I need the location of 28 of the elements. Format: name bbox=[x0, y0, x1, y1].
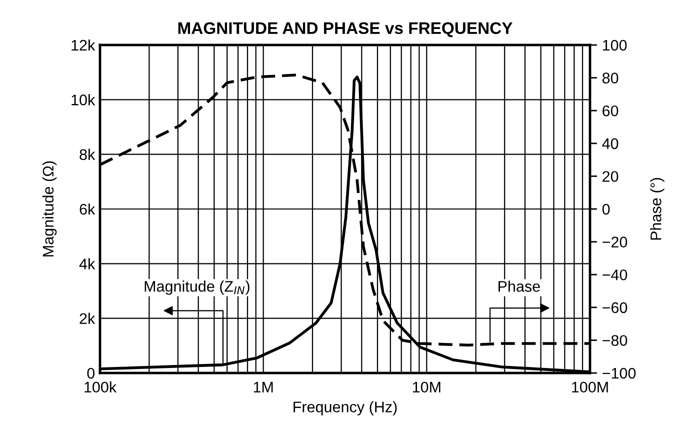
x-tick-label: 1M bbox=[254, 382, 273, 392]
y2-axis-title: Phase (°) bbox=[650, 178, 664, 240]
y-tick-label: 6k bbox=[80, 203, 96, 215]
annotation: Phase bbox=[498, 280, 540, 292]
y2-tick-label: −60 bbox=[602, 302, 628, 314]
y-tick-label: 4k bbox=[79, 258, 96, 270]
annotation: Magnitude (Z$_{IN}$) bbox=[144, 280, 250, 295]
y2-tick-label: 0 bbox=[602, 204, 610, 215]
y-tick-label: 12k bbox=[72, 39, 96, 51]
y2-tick-label: −20 bbox=[602, 236, 628, 248]
y-tick-label: 2k bbox=[80, 312, 96, 324]
chart-title: MAGNITUDE AND PHASE vs FREQUENCY bbox=[178, 22, 512, 38]
x-axis-title: Frequency (Hz) bbox=[294, 401, 397, 416]
y2-tick-label: −40 bbox=[602, 269, 628, 280]
y2-tick-label: 40 bbox=[602, 138, 618, 150]
y2-tick-label: 60 bbox=[602, 105, 618, 116]
y2-tick-label: 100 bbox=[602, 40, 627, 51]
x-tick-label: 100M bbox=[572, 382, 608, 393]
y2-tick-label: 80 bbox=[602, 72, 618, 84]
y-tick-label: 0 bbox=[87, 368, 95, 379]
y2-tick-label: −80 bbox=[602, 335, 628, 346]
y-tick-label: 10k bbox=[72, 94, 96, 106]
y2-tick-label: 20 bbox=[602, 171, 618, 182]
y2-tick-label: −100 bbox=[602, 368, 636, 379]
x-tick-label: 10M bbox=[412, 382, 440, 393]
x-tick-label: 100k bbox=[84, 381, 117, 393]
y-axis-title: Magnitude (Ω) bbox=[42, 161, 57, 256]
y-tick-label: 8k bbox=[80, 148, 96, 160]
